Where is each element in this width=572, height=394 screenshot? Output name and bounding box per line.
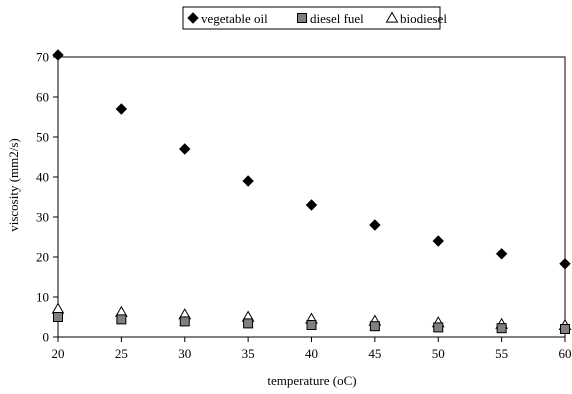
legend-diesel-fuel-marker bbox=[297, 13, 307, 23]
diesel-fuel-point bbox=[116, 314, 127, 325]
legend-label: biodiesel bbox=[400, 11, 447, 26]
legend-label: diesel fuel bbox=[310, 11, 364, 26]
vegetable-oil-point bbox=[432, 235, 444, 247]
x-tick-label: 60 bbox=[559, 346, 572, 361]
legend: vegetable oil diesel fuel biodiesel bbox=[182, 6, 447, 30]
vegetable-oil-point bbox=[305, 199, 318, 211]
diesel-fuel-point bbox=[560, 324, 570, 334]
y-tick-label: 50 bbox=[36, 130, 49, 145]
data-marks bbox=[51, 49, 572, 334]
x-axis-title: temperature (oC) bbox=[267, 373, 356, 388]
x-tick-label: 20 bbox=[52, 346, 65, 361]
x-tick-label: 30 bbox=[178, 346, 191, 361]
legend-label: vegetable oil bbox=[201, 11, 268, 26]
vegetable-oil-point bbox=[369, 219, 381, 231]
plot-area-frame bbox=[57, 56, 566, 338]
y-tick-label: 20 bbox=[36, 250, 49, 265]
y-tick-label: 70 bbox=[36, 50, 49, 65]
y-axis-title: viscosity (mm2/s) bbox=[6, 138, 21, 232]
vegetable-oil-point bbox=[52, 49, 64, 61]
diesel-fuel-point bbox=[369, 321, 380, 332]
vegetable-oil-point bbox=[242, 175, 254, 187]
vegetable-oil-point bbox=[495, 248, 508, 260]
diesel-fuel-point bbox=[243, 318, 254, 329]
legend-biodiesel-marker bbox=[385, 11, 399, 23]
y-tick-label: 10 bbox=[36, 290, 49, 305]
x-tick-label: 25 bbox=[115, 346, 128, 361]
y-tick-label: 40 bbox=[36, 170, 49, 185]
diesel-fuel-point bbox=[306, 320, 317, 330]
x-tick-label: 40 bbox=[305, 346, 318, 361]
diesel-fuel-point bbox=[496, 323, 507, 334]
vegetable-oil-point bbox=[559, 258, 571, 270]
x-tick-label: 35 bbox=[242, 346, 255, 361]
tick-labels: 0 10 20 30 40 50 60 70 20 25 30 35 40 45 50 55 60 bbox=[36, 50, 572, 362]
vegetable-oil-point bbox=[179, 143, 191, 155]
diesel-fuel-point bbox=[179, 316, 190, 327]
legend-box bbox=[182, 6, 441, 30]
vegetable-oil-point bbox=[115, 103, 128, 115]
x-tick-label: 55 bbox=[495, 346, 508, 361]
x-tick-label: 50 bbox=[432, 346, 445, 361]
axes bbox=[53, 56, 566, 342]
y-tick-label: 30 bbox=[36, 210, 49, 225]
diesel-fuel-point bbox=[433, 322, 444, 333]
y-tick-label: 60 bbox=[36, 90, 49, 105]
y-tick-label: 0 bbox=[43, 330, 50, 345]
biodiesel-point bbox=[51, 302, 65, 314]
diesel-fuel-point bbox=[53, 312, 63, 322]
legend-vegetable-oil-marker bbox=[187, 12, 199, 24]
x-tick-label: 45 bbox=[368, 346, 381, 361]
